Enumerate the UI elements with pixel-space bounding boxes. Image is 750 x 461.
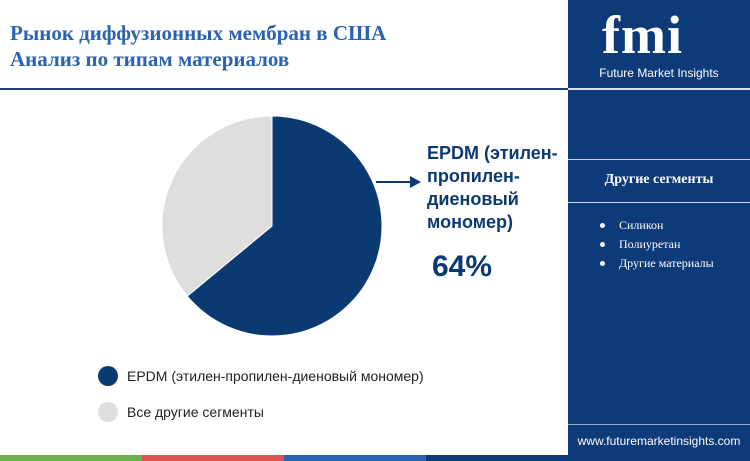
bullet-icon — [600, 261, 605, 266]
pie-slice-epdm — [186, 115, 383, 337]
pie-slice-other — [161, 115, 273, 297]
sidebar: fmi Future Market Insights Другие сегмен… — [568, 0, 750, 461]
callout-line-3: диеновый — [427, 189, 519, 209]
segment-label: Силикон — [619, 218, 664, 232]
logo-mark: fmi — [602, 5, 683, 65]
sidebar-divider-bottom — [568, 424, 750, 425]
callout-arrow — [376, 176, 421, 188]
bottom-bar-segment — [426, 455, 568, 461]
bottom-bar-segment — [284, 455, 426, 461]
pie-callout-value: 64% — [432, 250, 493, 283]
segment-item: Другие материалы — [600, 254, 714, 273]
page-title: Рынок диффузионных мембран в США Анализ … — [10, 20, 550, 72]
legend-swatch-epdm — [98, 366, 118, 386]
bottom-bar-segment — [0, 455, 142, 461]
segments-title: Другие сегменты — [604, 172, 714, 187]
legend-swatch-other — [98, 402, 118, 422]
bullet-icon — [600, 242, 605, 247]
callout-line-4: мономер) — [427, 212, 514, 232]
segment-item: Силикон — [600, 216, 714, 235]
callout-line-1: EPDM (этилен- — [427, 143, 558, 163]
sidebar-divider-top — [568, 88, 750, 90]
legend-item-other: Все другие сегменты — [98, 400, 424, 424]
pie-slices — [161, 115, 383, 337]
logo-subtitle: Future Market Insights — [599, 66, 719, 80]
segment-item: Полиуретан — [600, 235, 714, 254]
bottom-bar-segment — [142, 455, 284, 461]
bullet-icon — [600, 223, 605, 228]
website-link[interactable]: www.futuremarketinsights.com — [577, 434, 741, 448]
title-line-2: Анализ по типам материалов — [10, 47, 290, 71]
callout-line-2: пропилен- — [427, 166, 520, 186]
segments-header: Другие сегменты — [568, 159, 750, 203]
title-divider — [0, 88, 568, 90]
segment-label: Полиуретан — [619, 237, 681, 251]
pie-callout-label: EPDM (этилен- пропилен- диеновый мономер… — [427, 142, 577, 234]
bottom-color-bar — [0, 455, 568, 461]
legend-item-epdm: EPDM (этилен-пропилен-диеновый мономер) — [98, 364, 424, 388]
legend-label-other: Все другие сегменты — [127, 404, 264, 420]
segment-label: Другие материалы — [619, 256, 714, 270]
pie-chart — [161, 115, 421, 337]
fmi-logo: fmi Future Market Insights — [568, 0, 750, 88]
title-line-1: Рынок диффузионных мембран в США — [10, 21, 387, 45]
legend-label-epdm: EPDM (этилен-пропилен-диеновый мономер) — [127, 368, 424, 384]
chart-legend: EPDM (этилен-пропилен-диеновый мономер) … — [98, 364, 424, 436]
segments-list: Силикон Полиуретан Другие материалы — [600, 216, 714, 273]
